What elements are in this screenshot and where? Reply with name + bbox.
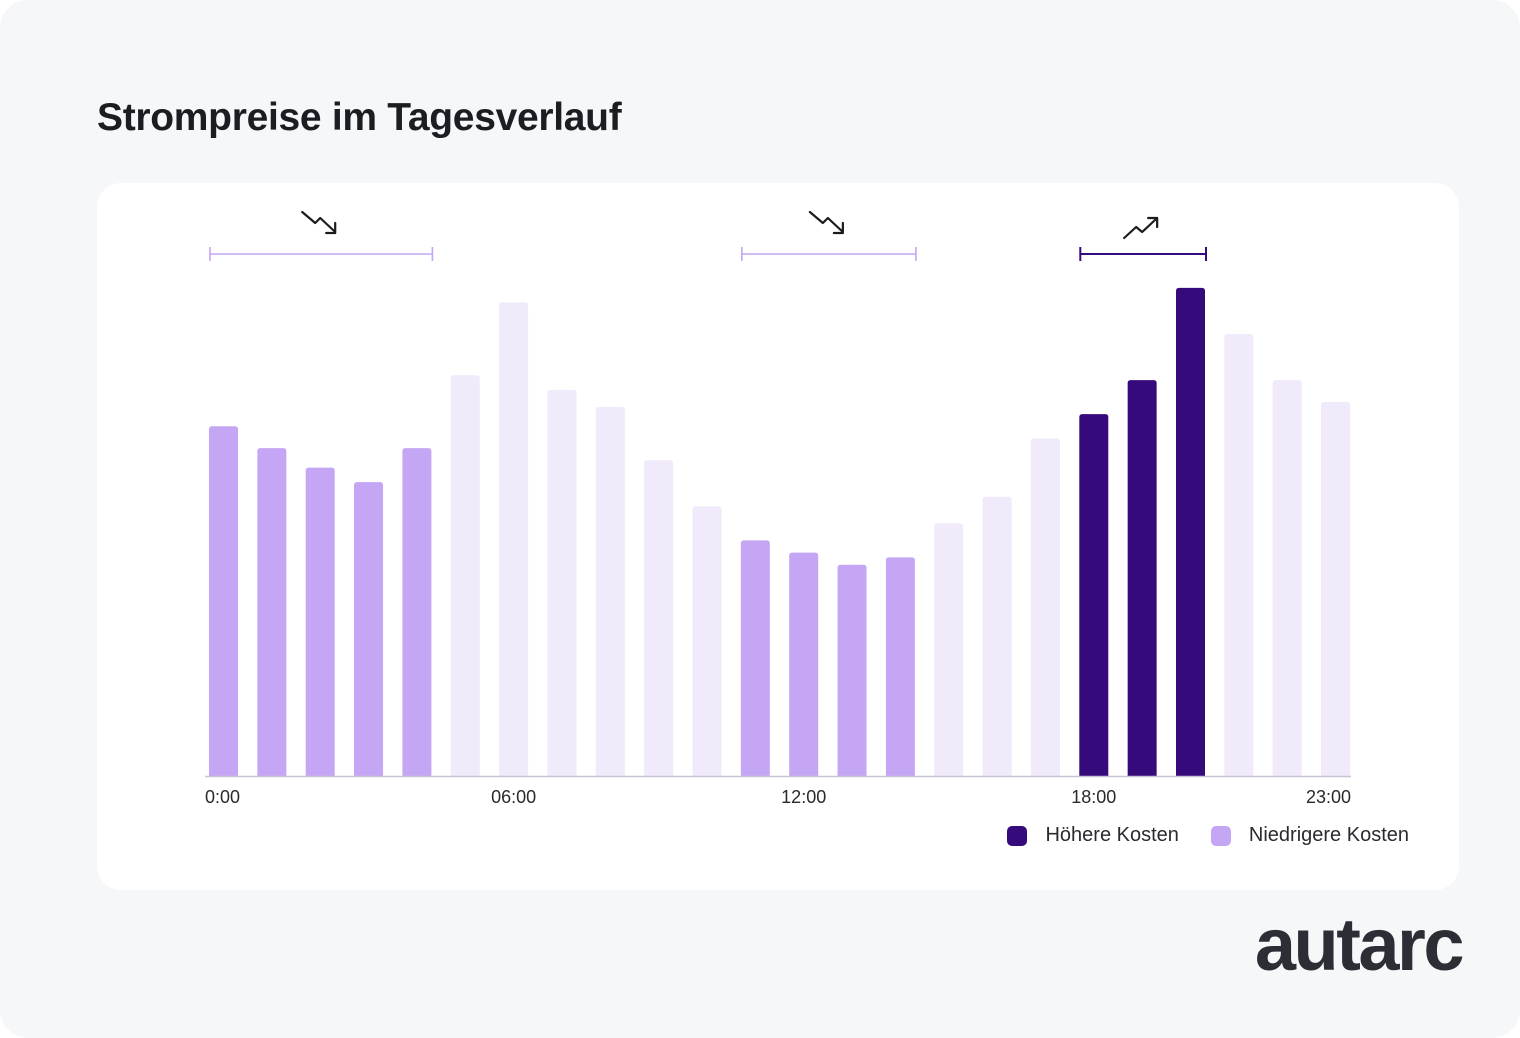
bar-4-00: [402, 448, 432, 776]
range-bracket-down: [209, 247, 434, 261]
autarc-logo: autarc: [1254, 903, 1465, 986]
bar-14-00: [885, 557, 915, 776]
x-tick-label: 18:00: [1071, 787, 1116, 807]
legend-item-low: Niedrigere Kosten: [1210, 824, 1409, 847]
bar-22-00: [1272, 380, 1302, 776]
bar-5-00: [450, 375, 480, 776]
bar-9-00: [644, 460, 674, 776]
chart-legend: Höhere Kosten Niedrigere Kosten: [1007, 824, 1409, 847]
bar-0-00: [209, 426, 238, 776]
legend-swatch-high: [1007, 825, 1028, 846]
legend-swatch-low: [1210, 825, 1231, 846]
bar-3-00: [354, 482, 384, 776]
bar-15-00: [934, 523, 964, 776]
x-tick-label: 12:00: [781, 787, 826, 807]
legend-item-high: Höhere Kosten: [1007, 824, 1179, 847]
bar-19-00: [1127, 380, 1157, 776]
bar-8-00: [595, 406, 625, 776]
page-title: Strompreise im Tagesverlauf: [97, 96, 622, 139]
x-tick-label: 06:00: [491, 787, 536, 807]
bar-13-00: [837, 564, 867, 776]
bar-17-00: [1030, 438, 1060, 776]
trend-down-icon: [301, 210, 337, 235]
trend-down-icon: [808, 210, 844, 235]
x-tick-label: 0:00: [205, 787, 240, 807]
trend-up-icon: [1123, 216, 1159, 240]
bar-20-00: [1176, 287, 1205, 776]
bar-10-00: [692, 506, 722, 776]
bar-6-00: [499, 302, 529, 776]
legend-label-high: Höhere Kosten: [1045, 824, 1179, 846]
bar-18-00: [1079, 414, 1109, 776]
x-tick-label: 23:00: [1306, 787, 1351, 807]
legend-label-low: Niedrigere Kosten: [1248, 824, 1409, 846]
bar-12-00: [789, 552, 819, 776]
bar-2-00: [305, 467, 335, 776]
bar-16-00: [982, 496, 1012, 776]
bar-11-00: [740, 540, 770, 776]
bar-7-00: [547, 389, 577, 776]
range-bracket-down: [741, 247, 917, 261]
bar-21-00: [1224, 334, 1254, 776]
bar-1-00: [257, 448, 287, 776]
range-bracket-up: [1079, 247, 1207, 261]
bar-23-00: [1321, 402, 1351, 776]
